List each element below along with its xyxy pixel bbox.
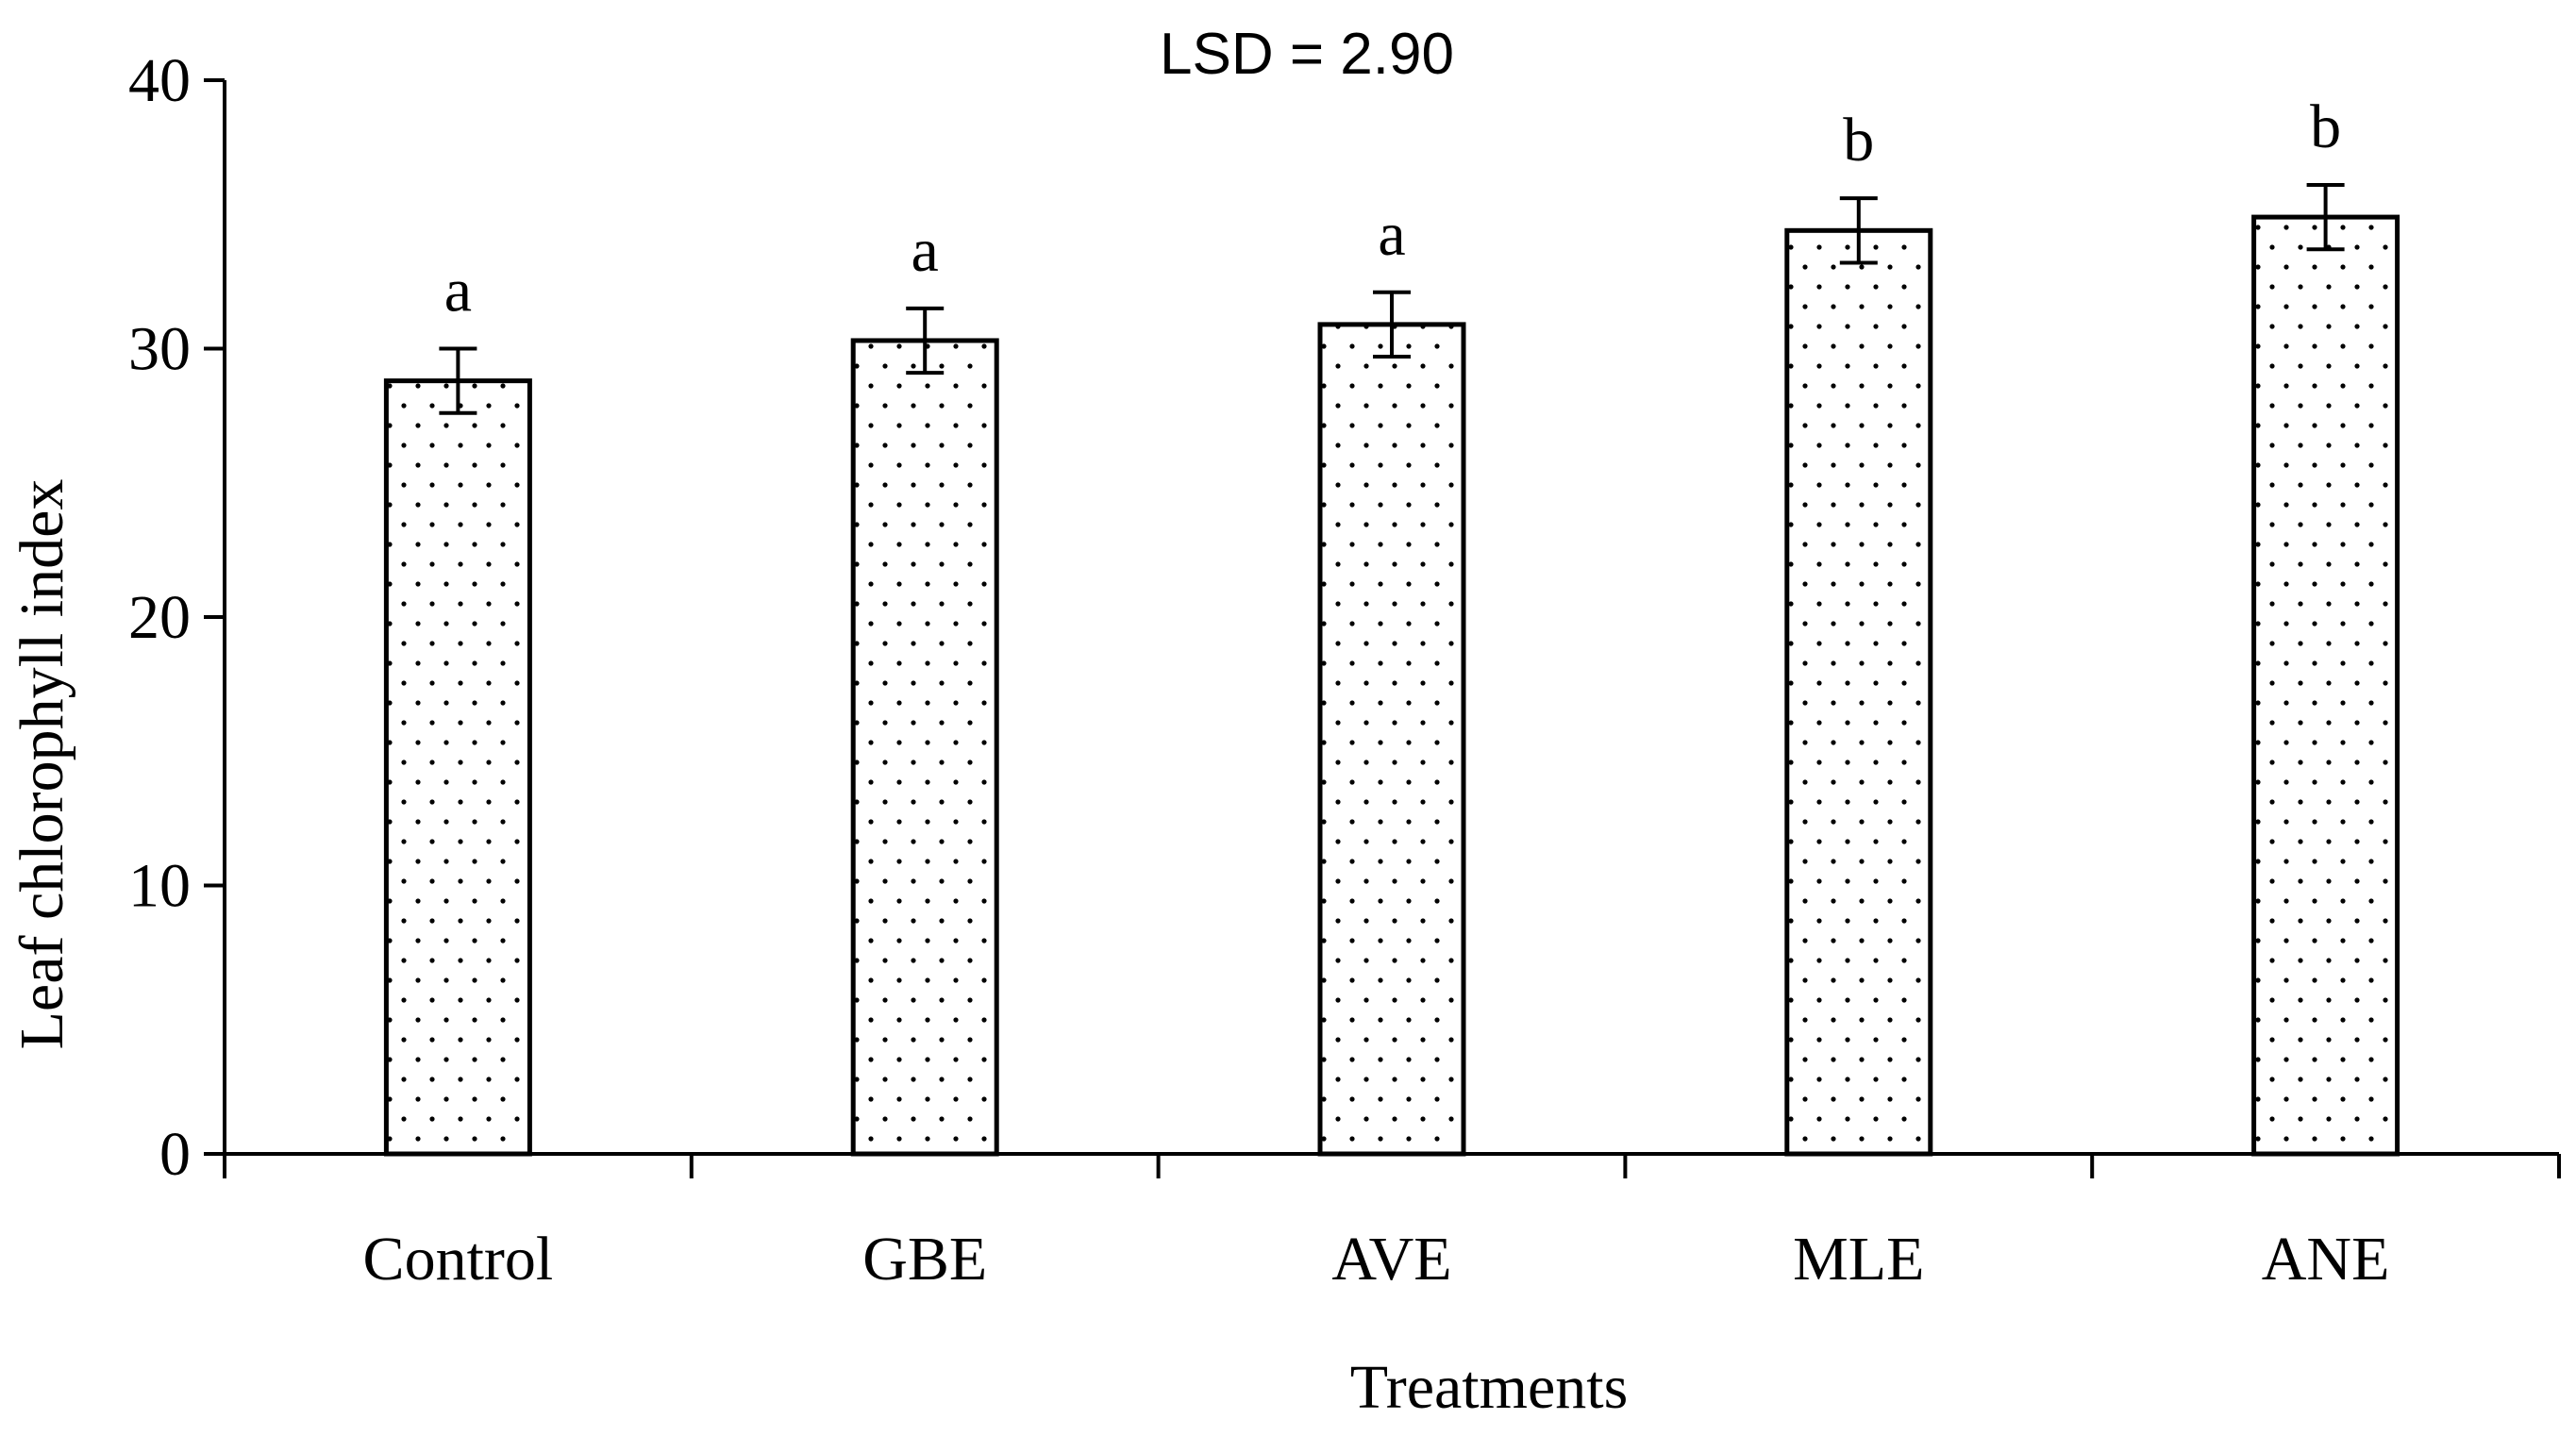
- significance-letter: a: [912, 216, 939, 285]
- x-axis-title: Treatments: [1350, 1353, 1629, 1422]
- bar: [2251, 214, 2400, 1157]
- y-tick-label: 10: [128, 852, 191, 921]
- bars: [383, 182, 2400, 1157]
- bar: [383, 378, 532, 1157]
- category-label: ANE: [2262, 1225, 2390, 1294]
- category-label: MLE: [1793, 1225, 1924, 1294]
- bar: [1784, 227, 1933, 1157]
- significance-letter: a: [1378, 200, 1405, 269]
- significance-letter: b: [2310, 92, 2341, 161]
- bar: [1317, 322, 1466, 1157]
- y-tick-label: 30: [128, 315, 191, 384]
- significance-letter: b: [1843, 106, 1874, 175]
- y-axis-title: Leaf chlorophyll index: [8, 479, 76, 1050]
- category-label: AVE: [1331, 1225, 1451, 1294]
- y-tick-label: 40: [128, 46, 191, 115]
- y-tick-label: 0: [159, 1120, 191, 1189]
- labels: 0 10 20 30 40 a Control a GBE a AVE b MLE b ANE: [128, 46, 2389, 1294]
- bar: [850, 338, 999, 1157]
- y-tick-label: 20: [128, 583, 191, 652]
- category-label: Control: [363, 1225, 554, 1294]
- category-label: GBE: [862, 1225, 987, 1294]
- significance-letter: a: [444, 257, 472, 326]
- lsd-annotation: LSD = 2.90: [1160, 22, 1454, 87]
